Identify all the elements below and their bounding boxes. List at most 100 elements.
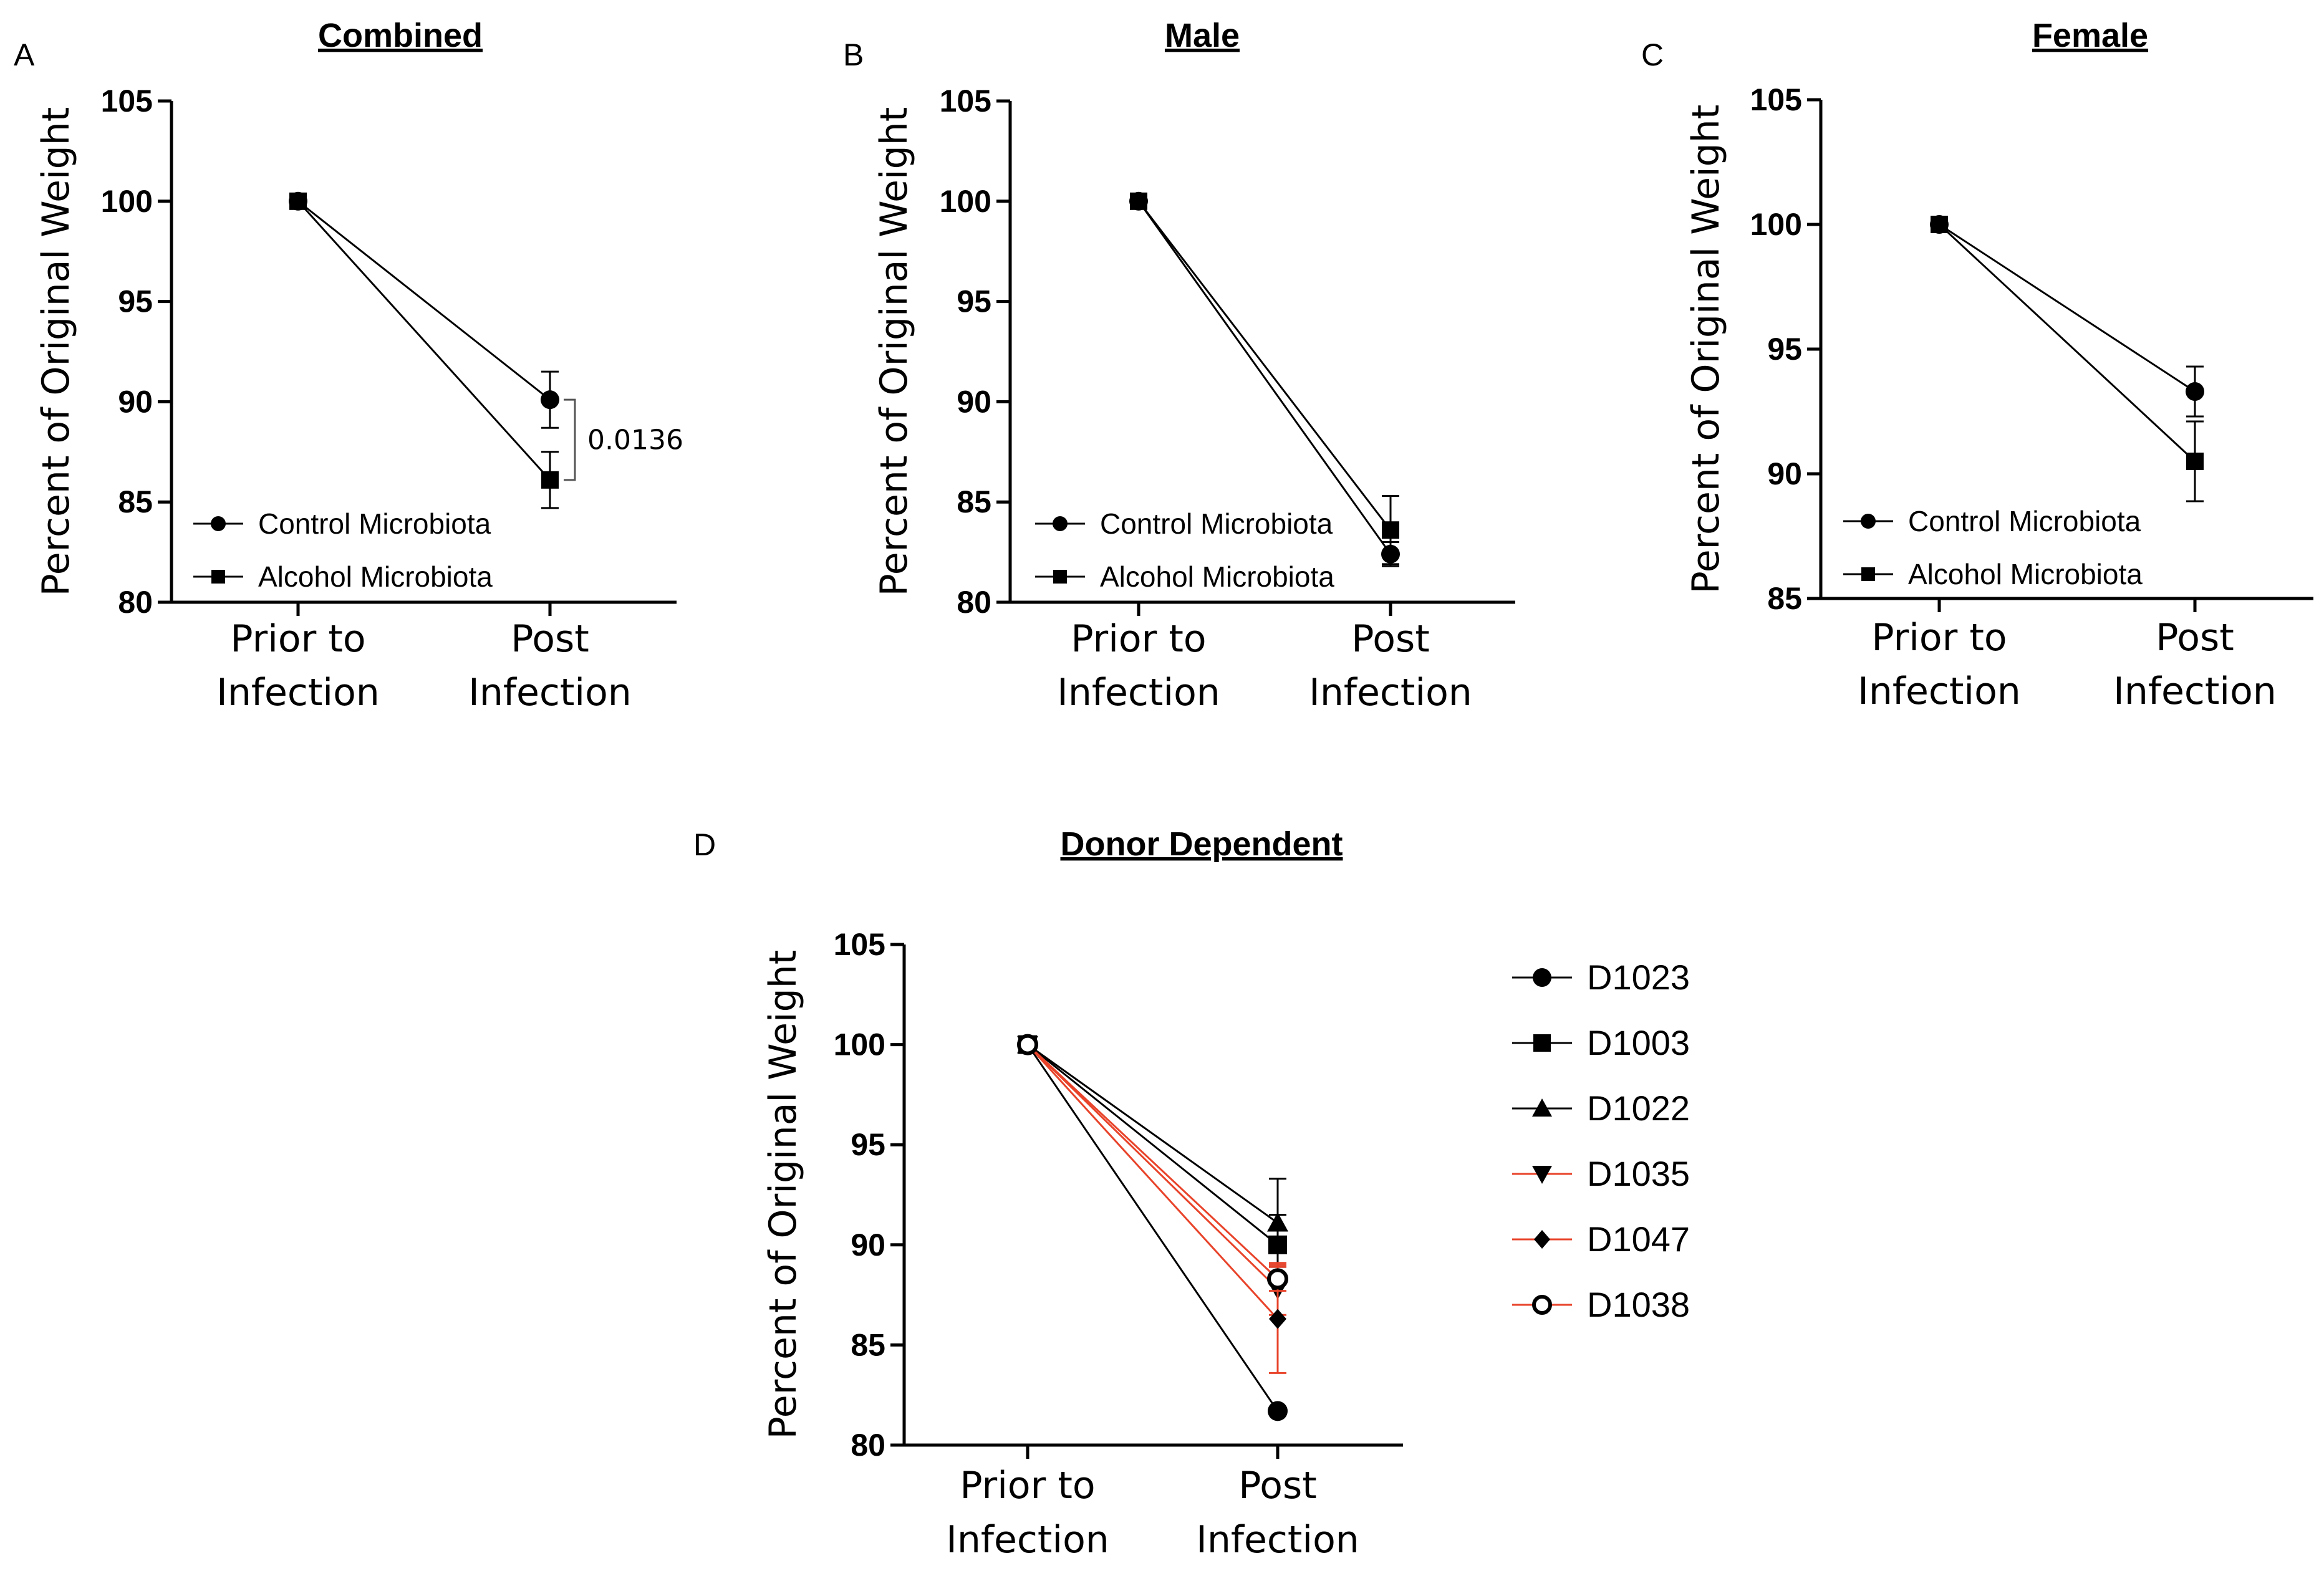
legend-label: Control Microbiota	[1908, 505, 2141, 537]
series-line	[1026, 1044, 1279, 1412]
chart-title: Donor Dependent	[1061, 825, 1343, 863]
legend-label: Alcohol Microbiota	[1908, 558, 2143, 590]
legend-label: D1038	[1587, 1285, 1690, 1324]
y-tick-label: 85	[957, 484, 991, 519]
data-point	[2186, 382, 2204, 401]
panel-letter: B	[843, 37, 864, 72]
y-axis-label: Percent of Original Weight	[872, 107, 916, 597]
y-tick-label: 100	[940, 184, 991, 219]
y-tick-label: 105	[940, 84, 991, 118]
chart-title: Combined	[318, 17, 483, 54]
y-tick-label: 105	[101, 84, 153, 118]
legend-item: D1047	[1512, 1219, 1690, 1259]
legend-item: Alcohol Microbiota	[1843, 558, 2143, 590]
data-point	[541, 471, 559, 489]
legend-item: D1003	[1512, 1023, 1690, 1062]
series-d1023	[1018, 1034, 1288, 1421]
y-tick-label: 90	[118, 384, 153, 419]
x-tick-label: Infection	[1858, 670, 2021, 713]
series-alcohol-microbiota	[289, 192, 559, 509]
panel-b: B Male Percent of Original Weight 80 85 90 95 1…	[843, 17, 1515, 714]
legend-item: Alcohol Microbiota	[193, 560, 493, 593]
legend-marker	[1533, 1034, 1551, 1052]
chart-title: Female	[2032, 17, 2148, 54]
panel-letter: C	[1641, 37, 1664, 72]
x-tick-label: Prior to	[960, 1464, 1095, 1507]
data-point	[289, 192, 307, 210]
series-line	[1939, 223, 2196, 393]
series-alcohol-microbiota	[1130, 192, 1399, 565]
legend-marker	[1533, 968, 1551, 987]
y-tick-label: 105	[1750, 82, 1802, 117]
x-tick-label: Post	[1238, 1464, 1317, 1507]
x-tick-label: Prior to	[230, 617, 365, 661]
legend-label: Alcohol Microbiota	[1100, 560, 1334, 593]
legend-marker	[1053, 516, 1068, 531]
series-d1003	[1018, 1035, 1287, 1276]
y-tick-label: 100	[1750, 207, 1802, 242]
legend-marker	[1532, 1098, 1552, 1117]
x-tick-label: Infection	[1309, 671, 1472, 714]
legend-item: Alcohol Microbiota	[1035, 560, 1334, 593]
legend-marker	[1053, 570, 1067, 584]
y-tick-label: 95	[1767, 332, 1802, 367]
x-tick-label: Infection	[216, 671, 380, 714]
y-tick-label: 80	[957, 585, 991, 620]
data-point	[1017, 1034, 1038, 1055]
y-tick-label: 90	[957, 384, 991, 419]
data-point	[541, 390, 559, 410]
legend-item: Control Microbiota	[1035, 507, 1333, 540]
series-line	[1027, 1044, 1278, 1224]
y-axis-label: Percent of Original Weight	[761, 950, 805, 1439]
x-tick-label: Post	[1351, 617, 1430, 661]
y-tick-label: 80	[851, 1428, 885, 1463]
legend-marker	[1861, 514, 1876, 529]
series-line	[1026, 1044, 1279, 1280]
panel-a: A Combined Percent of Original Weight 80 85 9…	[14, 17, 683, 714]
y-tick-label: 95	[957, 284, 991, 319]
y-tick-label: 85	[851, 1327, 885, 1362]
y-tick-label: 90	[851, 1228, 885, 1262]
x-tick-label: Infection	[1057, 671, 1220, 714]
legend-marker	[211, 516, 226, 531]
legend-label: Control Microbiota	[258, 507, 491, 540]
series-alcohol-microbiota	[1931, 216, 2204, 502]
legend-item: D1023	[1512, 958, 1690, 997]
y-tick-label: 90	[1767, 456, 1802, 491]
panel-d: D Donor Dependent Percent of Original Weig…	[693, 825, 1690, 1562]
legend-item: Control Microbiota	[1843, 505, 2141, 537]
legend-item: D1038	[1512, 1285, 1690, 1324]
series-line	[1137, 200, 1392, 555]
y-tick-label: 100	[834, 1027, 885, 1062]
series-line	[1026, 1044, 1279, 1290]
y-tick-label: 95	[118, 284, 153, 319]
y-tick-label: 95	[851, 1127, 885, 1162]
x-tick-label: Prior to	[1871, 616, 2007, 660]
data-point	[1269, 1309, 1286, 1329]
series-line	[297, 200, 551, 481]
legend-label: Control Microbiota	[1100, 507, 1333, 540]
x-tick-label: Infection	[1196, 1518, 1359, 1562]
x-tick-label: Infection	[2113, 670, 2277, 713]
legend-label: D1035	[1587, 1154, 1690, 1193]
y-tick-label: 80	[118, 585, 153, 620]
series-line	[1027, 1044, 1278, 1246]
data-point	[1268, 1401, 1288, 1421]
legend-marker	[1861, 567, 1875, 581]
legend-label: Alcohol Microbiota	[258, 560, 493, 593]
y-axis-label: Percent of Original Weight	[1684, 105, 1728, 594]
legend-label: D1003	[1587, 1023, 1690, 1062]
series-control-microbiota	[1930, 215, 2204, 418]
significance-bracket	[564, 398, 576, 481]
legend-item: D1022	[1512, 1088, 1690, 1128]
series-line	[1026, 1044, 1279, 1320]
series-d1038	[1017, 1034, 1288, 1292]
legend-marker	[1534, 1230, 1550, 1249]
x-tick-label: Prior to	[1071, 617, 1206, 661]
data-point	[1130, 192, 1147, 210]
series-line	[1137, 200, 1392, 531]
series-line	[297, 200, 551, 401]
panel-c: C Female Percent of Original Weight 85 90 95 1…	[1641, 17, 2313, 713]
panel-letter: D	[693, 827, 716, 862]
